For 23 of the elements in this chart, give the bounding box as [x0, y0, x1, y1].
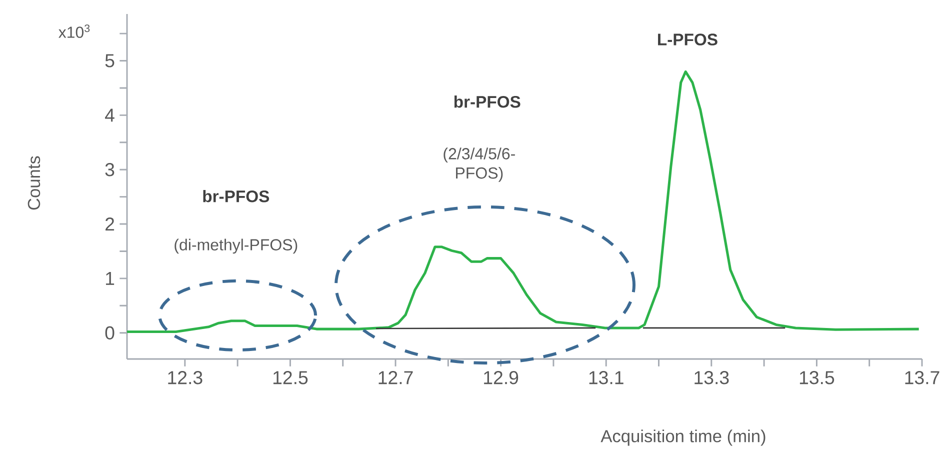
- x-tick-label: 13.3: [694, 371, 729, 384]
- x-tick-label: 12.5: [273, 371, 308, 384]
- y-tick-label: 2: [106, 218, 114, 231]
- annotation: (di-methyl-PFOS): [174, 238, 298, 254]
- annotation: L-PFOS: [658, 34, 718, 46]
- y-tick-label: 4: [105, 108, 114, 122]
- x-tick-label: 12.3: [168, 371, 202, 384]
- x-tick-label: 13.5: [800, 371, 834, 384]
- x-tick-label: 12.9: [484, 371, 518, 384]
- annotation: br-PFOS: [203, 190, 270, 202]
- text: x10$^{3}$: [58, 24, 90, 38]
- y-tick-label: 5: [105, 54, 114, 68]
- y-tick-label: 1: [106, 272, 114, 285]
- x-axis-title: Acquisition time (min): [600, 430, 766, 446]
- x-tick-label: 13.1: [589, 371, 624, 384]
- line-series: [126, 70, 920, 334]
- y-tick-label: 3: [105, 162, 114, 176]
- x-tick-label: 12.7: [378, 371, 413, 384]
- y-axis-title: Counts: [28, 156, 40, 210]
- y-tick-label: 0: [105, 326, 114, 340]
- annotation: (2/3/4/5/6-PFOS): [444, 148, 515, 182]
- annotation: br-PFOS: [454, 95, 520, 108]
- x-tick-label: 13.7: [905, 371, 940, 384]
